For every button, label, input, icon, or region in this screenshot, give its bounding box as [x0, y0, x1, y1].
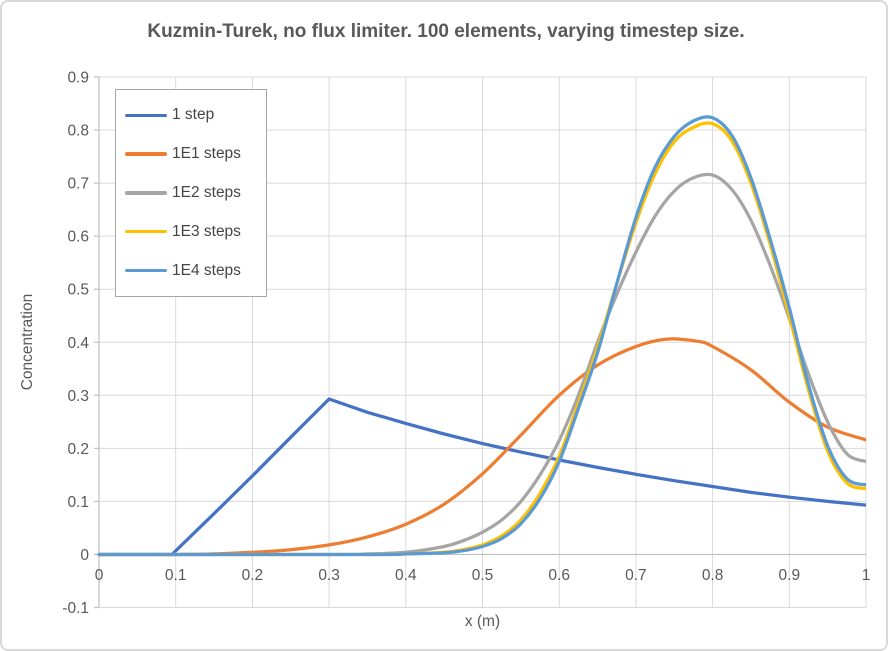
x-axis-title: x (m): [464, 613, 501, 630]
legend-label: 1E2 steps: [172, 183, 241, 201]
x-tick-label: 0.9: [779, 567, 801, 584]
x-tick-label: 0.8: [702, 567, 724, 584]
y-tick-label: 0.7: [67, 176, 89, 193]
y-tick-label: 0.5: [67, 282, 89, 299]
legend-line-swatch: [125, 113, 167, 118]
series-line-1e4-steps: [97, 115, 866, 557]
y-tick-label: -0.1: [62, 600, 89, 617]
x-tick-label: 0.7: [625, 567, 647, 584]
legend-item: 1E2 steps: [125, 184, 266, 202]
series-line-1e1-steps: [97, 337, 866, 557]
legend-label: 1E4 steps: [172, 261, 241, 279]
chart-title: Kuzmin-Turek, no flux limiter. 100 eleme…: [147, 21, 745, 42]
x-tick-label: 0.3: [318, 567, 340, 584]
x-tick-label: 1: [862, 567, 871, 584]
legend-line-swatch: [125, 230, 167, 234]
legend-item: 1E1 steps: [125, 145, 266, 163]
x-tick-label: 0.1: [165, 567, 187, 584]
legend-label: 1E3 steps: [172, 222, 241, 240]
y-tick-label: 0.2: [67, 441, 89, 458]
y-tick-label: 0.6: [67, 229, 89, 246]
legend-line-swatch: [125, 191, 167, 195]
y-tick-label: 0.1: [67, 494, 89, 511]
y-tick-label: 0.9: [67, 70, 89, 87]
y-tick-label: 0.8: [67, 123, 89, 140]
x-tick-label: 0.2: [242, 567, 264, 584]
legend: 1 step 1E1 steps 1E2 steps 1E3 steps 1E4…: [115, 89, 267, 297]
legend-label: 1 step: [172, 106, 215, 124]
x-tick-label: 0.5: [472, 567, 494, 584]
x-tick-label: 0: [95, 567, 104, 584]
series-line-1-step: [97, 397, 866, 557]
tick-labels: -0.1 0 0.1 0.2 0.3 0.4 0.5 0.6 0.7 0.8 0.9 0 0.1 0.2 0…: [62, 70, 870, 618]
x-tick-label: 0.4: [395, 567, 417, 584]
y-tick-label: 0.3: [67, 388, 89, 405]
legend-item: 1E4 steps: [125, 262, 266, 280]
y-tick-label: 0: [80, 547, 89, 564]
legend-line-swatch: [125, 268, 167, 273]
legend-line-swatch: [125, 152, 167, 156]
y-axis-title: Concentration: [19, 293, 36, 391]
legend-label: 1E1 steps: [172, 145, 241, 163]
x-tick-label: 0.6: [548, 567, 570, 584]
legend-item: 1E3 steps: [125, 223, 266, 241]
y-tick-label: 0.4: [67, 335, 89, 352]
legend-item: 1 step: [125, 106, 266, 124]
